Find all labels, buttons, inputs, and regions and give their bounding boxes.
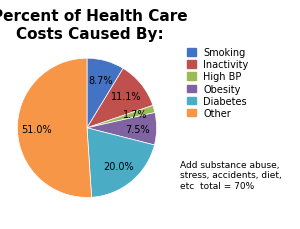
Legend: Smoking, Inactivity, High BP, Obesity, Diabetes, Other: Smoking, Inactivity, High BP, Obesity, D… xyxy=(185,46,250,120)
Wedge shape xyxy=(87,59,123,128)
Wedge shape xyxy=(17,59,92,198)
Wedge shape xyxy=(87,113,157,145)
Wedge shape xyxy=(87,106,155,128)
Text: 7.5%: 7.5% xyxy=(125,124,149,134)
Text: Add substance abuse,
stress, accidents, diet,
etc  total = 70%: Add substance abuse, stress, accidents, … xyxy=(180,160,282,190)
Text: Percent of Health Care
Costs Caused By:: Percent of Health Care Costs Caused By: xyxy=(0,9,188,41)
Text: 20.0%: 20.0% xyxy=(104,162,134,172)
Wedge shape xyxy=(87,128,154,197)
Text: 11.1%: 11.1% xyxy=(111,92,141,102)
Text: 1.7%: 1.7% xyxy=(123,110,148,120)
Wedge shape xyxy=(87,69,153,128)
Text: 51.0%: 51.0% xyxy=(22,125,52,135)
Text: 8.7%: 8.7% xyxy=(88,75,113,85)
